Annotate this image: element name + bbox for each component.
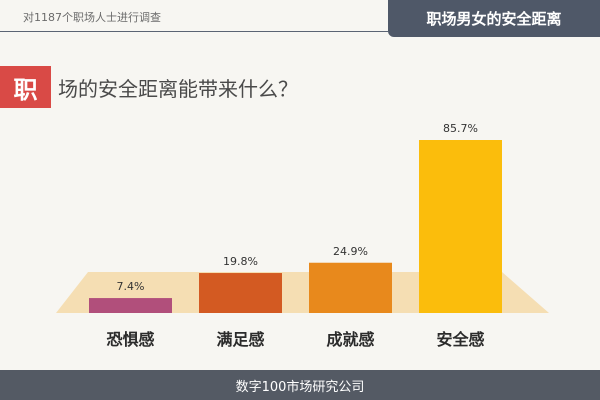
survey-note: 对1187个职场人士进行调查 xyxy=(23,11,161,24)
category-label: 满足感 xyxy=(216,330,265,349)
bar-value-label: 19.8% xyxy=(223,255,258,269)
bar-value-label: 85.7% xyxy=(443,122,478,135)
bar-4 xyxy=(419,140,502,313)
question-badge: 职 xyxy=(0,66,51,108)
category-label: 安全感 xyxy=(436,330,485,349)
chart-title: 职场男女的安全距离 xyxy=(388,0,600,37)
category-label: 成就感 xyxy=(326,330,375,349)
question-text: 场的安全距离能带来什么？ xyxy=(58,77,298,101)
source-footer: 数字100市场研究公司 xyxy=(0,370,600,400)
category-label: 恐惧感 xyxy=(106,330,155,349)
header-divider xyxy=(0,31,388,32)
bar-value-label: 24.9% xyxy=(333,244,368,258)
bar-value-label: 7.4% xyxy=(116,280,145,294)
bar-3 xyxy=(309,262,392,313)
bar-2 xyxy=(199,273,282,313)
bar-1 xyxy=(89,298,172,313)
